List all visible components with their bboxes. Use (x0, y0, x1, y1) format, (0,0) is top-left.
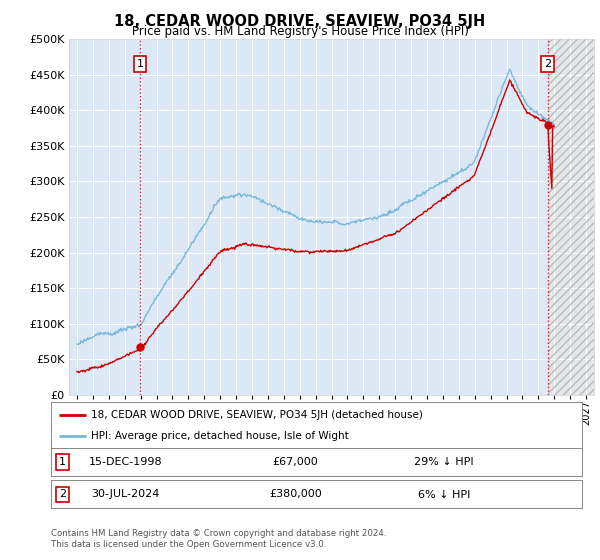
Text: 29% ↓ HPI: 29% ↓ HPI (414, 457, 474, 467)
Bar (548, 39, 594, 395)
Text: Contains HM Land Registry data © Crown copyright and database right 2024.
This d: Contains HM Land Registry data © Crown c… (51, 529, 386, 549)
Text: 1: 1 (136, 59, 143, 69)
18, CEDAR WOOD DRIVE, SEAVIEW, PO34 5JH (detached house) (551, 123, 558, 130)
HPI: Average price, detached house, Isle of Wight: (2.02e+03, 2.62e+05): Average price, detached house, Isle of W… (393, 206, 400, 212)
HPI: Average price, detached house, Isle of Wight: (2e+03, 7.07e+04): Average price, detached house, Isle of W… (74, 341, 82, 348)
18, CEDAR WOOD DRIVE, SEAVIEW, PO34 5JH (detached house) (73, 368, 80, 375)
Text: £67,000: £67,000 (272, 457, 318, 467)
18, CEDAR WOOD DRIVE, SEAVIEW, PO34 5JH (detached house) (434, 199, 441, 206)
Text: 15-DEC-1998: 15-DEC-1998 (89, 457, 162, 467)
18, CEDAR WOOD DRIVE, SEAVIEW, PO34 5JH (detached house) (158, 319, 166, 325)
Text: 30-JUL-2024: 30-JUL-2024 (91, 489, 160, 500)
18, CEDAR WOOD DRIVE, SEAVIEW, PO34 5JH (detached house) (290, 248, 297, 255)
Text: 18, CEDAR WOOD DRIVE, SEAVIEW, PO34 5JH: 18, CEDAR WOOD DRIVE, SEAVIEW, PO34 5JH (115, 14, 485, 29)
Text: Price paid vs. HM Land Registry's House Price Index (HPI): Price paid vs. HM Land Registry's House … (131, 25, 469, 38)
HPI: Average price, detached house, Isle of Wight: (2e+03, 2.3e+05): Average price, detached house, Isle of W… (197, 228, 204, 235)
18, CEDAR WOOD DRIVE, SEAVIEW, PO34 5JH (detached house) (393, 228, 400, 235)
HPI: Average price, detached house, Isle of Wight: (2e+03, 7.16e+04): Average price, detached house, Isle of W… (73, 340, 80, 347)
HPI: Average price, detached house, Isle of Wight: (2e+03, 1.5e+05): Average price, detached house, Isle of W… (158, 285, 166, 292)
HPI: Average price, detached house, Isle of Wight: (2.02e+03, 2.95e+05): Average price, detached house, Isle of W… (434, 181, 441, 188)
Text: 1: 1 (59, 457, 66, 467)
18, CEDAR WOOD DRIVE, SEAVIEW, PO34 5JH (detached house) (197, 272, 204, 278)
Text: 2: 2 (544, 59, 551, 69)
HPI: Average price, detached house, Isle of Wight: (2.01e+03, 2.53e+05): Average price, detached house, Isle of W… (290, 211, 297, 218)
18, CEDAR WOOD DRIVE, SEAVIEW, PO34 5JH (detached house) (355, 242, 362, 249)
Text: 2: 2 (59, 489, 66, 500)
18, CEDAR WOOD DRIVE, SEAVIEW, PO34 5JH (detached house) (75, 369, 82, 376)
HPI: Average price, detached house, Isle of Wight: (2.01e+03, 2.45e+05): Average price, detached house, Isle of W… (355, 217, 362, 224)
Text: HPI: Average price, detached house, Isle of Wight: HPI: Average price, detached house, Isle… (91, 431, 349, 441)
Bar (548, 39, 594, 395)
Bar (548, 39, 594, 395)
Text: £380,000: £380,000 (269, 489, 322, 500)
Line: 18, CEDAR WOOD DRIVE, SEAVIEW, PO34 5JH (detached house): 18, CEDAR WOOD DRIVE, SEAVIEW, PO34 5JH … (77, 80, 554, 372)
HPI: Average price, detached house, Isle of Wight: (2.02e+03, 3.8e+05): Average price, detached house, Isle of W… (551, 121, 558, 128)
Text: 18, CEDAR WOOD DRIVE, SEAVIEW, PO34 5JH (detached house): 18, CEDAR WOOD DRIVE, SEAVIEW, PO34 5JH … (91, 409, 422, 419)
Line: HPI: Average price, detached house, Isle of Wight: HPI: Average price, detached house, Isle… (77, 69, 554, 344)
Text: 6% ↓ HPI: 6% ↓ HPI (418, 489, 470, 500)
18, CEDAR WOOD DRIVE, SEAVIEW, PO34 5JH (detached house) (506, 77, 513, 83)
HPI: Average price, detached house, Isle of Wight: (2.02e+03, 4.58e+05): Average price, detached house, Isle of W… (506, 66, 513, 73)
